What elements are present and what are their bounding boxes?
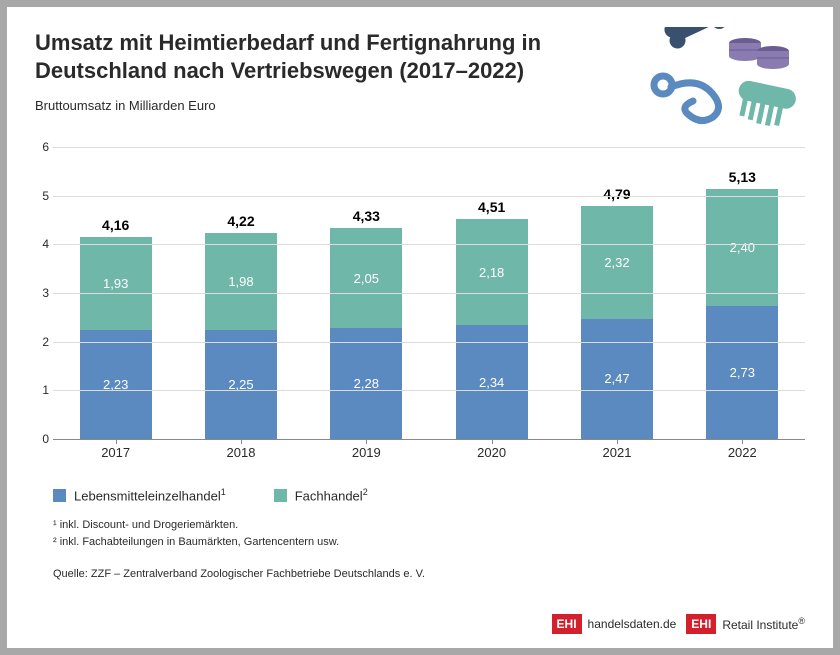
bar-segment-fachhandel: 2,40	[706, 189, 778, 306]
legend-item: Fachhandel2	[274, 487, 368, 503]
y-tick-label: 5	[35, 189, 49, 203]
x-tick-label: 2021	[581, 445, 653, 460]
chart-frame: Umsatz mit Heimtierbedarf und Fertignahr…	[7, 7, 833, 648]
legend-item: Lebensmitteleinzelhandel1	[53, 487, 226, 503]
bone-icon	[662, 27, 730, 51]
gridline	[53, 196, 805, 197]
chart-area: 2,231,93 4,16 2017 2,251,98 4,22 2018 2,282,05…	[53, 131, 805, 461]
bar-segment-leh: 2,73	[706, 306, 778, 439]
bar-segment-leh: 2,28	[330, 328, 402, 439]
legend-label: Fachhandel2	[295, 487, 368, 503]
footnote-2: ² inkl. Fachabteilungen in Baumärkten, G…	[53, 534, 805, 551]
ehi-badge: EHI	[686, 614, 716, 634]
chart-title: Umsatz mit Heimtierbedarf und Fertignahr…	[35, 29, 595, 84]
gridline	[53, 147, 805, 148]
bar-segment-fachhandel: 2,32	[581, 206, 653, 319]
legend: Lebensmitteleinzelhandel1 Fachhandel2	[53, 487, 805, 503]
legend-label: Lebensmitteleinzelhandel1	[74, 487, 226, 503]
comb-icon	[733, 79, 798, 127]
bar-segment-fachhandel: 2,18	[456, 219, 528, 325]
bar-segment-leh: 2,47	[581, 319, 653, 439]
bar-total-label: 4,51	[456, 199, 528, 215]
logo-handelsdaten: EHI handelsdaten.de	[552, 614, 677, 634]
footnote-1: ¹ inkl. Discount- und Drogeriemärkten.	[53, 517, 805, 534]
ehi-badge: EHI	[552, 614, 582, 634]
cans-icon	[729, 38, 789, 69]
bar-total-label: 5,13	[706, 169, 778, 185]
y-tick-label: 3	[35, 286, 49, 300]
bar-segment-fachhandel: 1,98	[205, 233, 277, 329]
bar-segment-fachhandel: 2,05	[330, 228, 402, 328]
gridline	[53, 439, 805, 440]
x-tick-label: 2022	[706, 445, 778, 460]
x-tick-label: 2019	[330, 445, 402, 460]
y-tick-label: 6	[35, 140, 49, 154]
bar-segment-leh: 2,25	[205, 330, 277, 440]
gridline	[53, 390, 805, 391]
x-tick-label: 2018	[205, 445, 277, 460]
plot-area: 2,231,934,1620172,251,984,2220182,282,05…	[53, 147, 805, 439]
footnotes: ¹ inkl. Discount- und Drogeriemärkten. ²…	[53, 517, 805, 550]
gridline	[53, 293, 805, 294]
y-tick-label: 4	[35, 237, 49, 251]
bar-total-label: 4,22	[205, 213, 277, 229]
logo-retail-institute: EHI Retail Institute®	[686, 614, 805, 634]
x-tick-label: 2017	[80, 445, 152, 460]
y-tick-label: 1	[35, 383, 49, 397]
legend-swatch	[274, 489, 287, 502]
logo-text-2: Retail Institute®	[722, 616, 805, 632]
logo-text-1: handelsdaten.de	[588, 617, 677, 631]
y-tick-label: 0	[35, 432, 49, 446]
leash-icon	[654, 76, 719, 121]
pet-supplies-illustration	[645, 27, 805, 127]
bar-total-label: 4,33	[330, 208, 402, 224]
gridline	[53, 342, 805, 343]
logos: EHI handelsdaten.de EHI Retail Institute…	[552, 614, 805, 634]
source-line: Quelle: ZZF – Zentralverband Zoologische…	[53, 568, 805, 580]
bar-segment-leh: 2,23	[80, 330, 152, 439]
y-tick-label: 2	[35, 335, 49, 349]
bar-total-label: 4,16	[80, 217, 152, 233]
gridline	[53, 244, 805, 245]
bar-total-label: 4,79	[581, 186, 653, 202]
x-tick-label: 2020	[456, 445, 528, 460]
bar-segment-fachhandel: 1,93	[80, 237, 152, 331]
legend-swatch	[53, 489, 66, 502]
